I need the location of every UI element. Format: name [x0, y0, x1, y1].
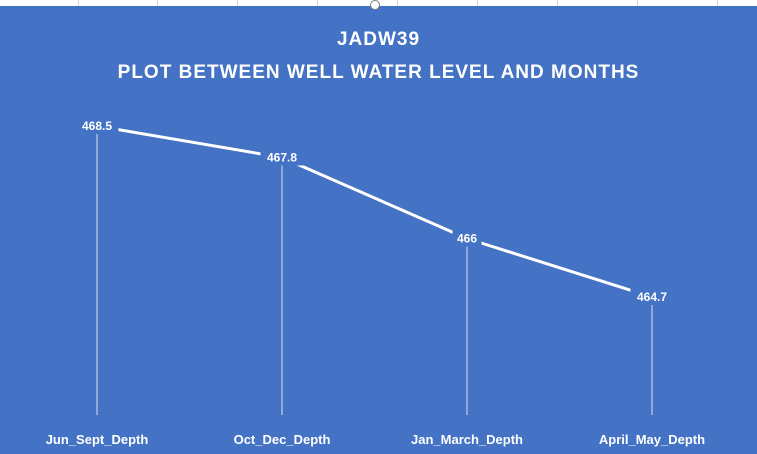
data-label-background — [260, 148, 304, 166]
data-label: 464.7 — [637, 290, 667, 304]
column-divider — [557, 0, 558, 6]
column-divider — [157, 0, 158, 6]
x-tick-label: April_May_Depth — [599, 432, 705, 447]
chart-subtitle: PLOT BETWEEN WELL WATER LEVEL AND MONTHS — [117, 62, 640, 83]
chart-area[interactable] — [0, 6, 757, 454]
column-divider — [477, 0, 478, 6]
chart-title: JADW39 — [336, 29, 421, 50]
column-divider — [397, 0, 398, 6]
data-label: 466 — [457, 232, 477, 246]
chart-resize-handle[interactable] — [370, 0, 380, 10]
column-divider — [717, 0, 718, 6]
column-divider — [637, 0, 638, 6]
data-label: 468.5 — [82, 119, 112, 133]
x-tick-label: Oct_Dec_Depth — [234, 432, 331, 447]
series-line — [96, 124, 653, 299]
data-label-background — [75, 117, 119, 134]
x-tick-label: Jan_March_Depth — [411, 432, 523, 447]
column-divider — [317, 0, 318, 6]
column-divider — [78, 0, 79, 6]
column-divider — [237, 0, 238, 6]
data-label-background — [452, 229, 482, 247]
data-label-background — [630, 288, 674, 305]
x-tick-label: Jun_Sept_Depth — [46, 432, 149, 447]
data-label: 467.8 — [267, 151, 297, 165]
